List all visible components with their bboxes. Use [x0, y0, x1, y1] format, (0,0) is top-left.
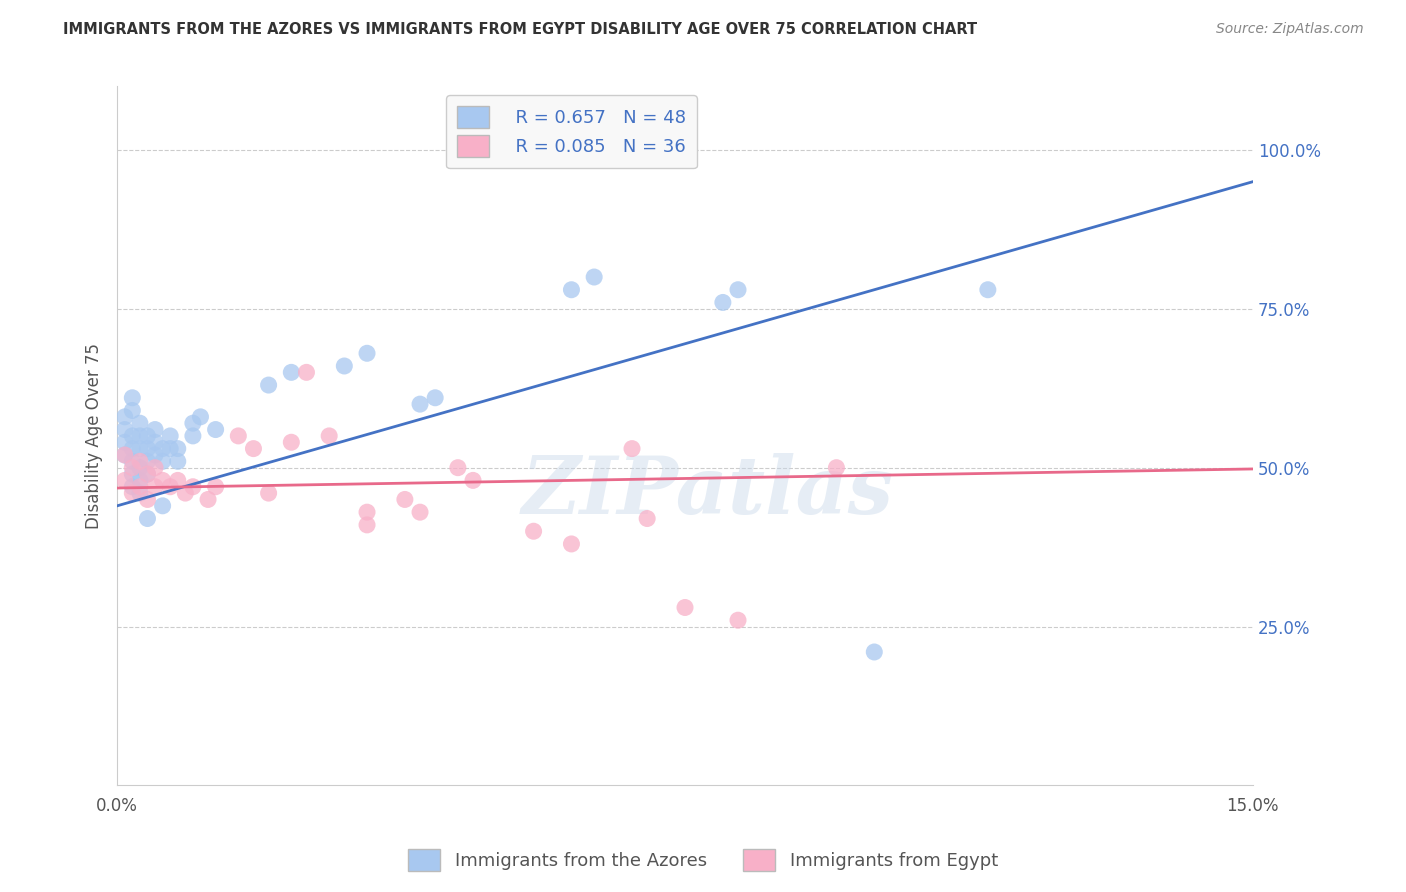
- Point: [673, 600, 696, 615]
- Point: [152, 442, 174, 456]
- Point: [143, 460, 166, 475]
- Point: [121, 480, 143, 494]
- Point: [121, 460, 143, 475]
- Point: [143, 448, 166, 462]
- Text: Source: ZipAtlas.com: Source: ZipAtlas.com: [1216, 22, 1364, 37]
- Point: [523, 524, 546, 539]
- Legend: Immigrants from the Azores, Immigrants from Egypt: Immigrants from the Azores, Immigrants f…: [401, 842, 1005, 879]
- Point: [121, 403, 143, 417]
- Point: [356, 505, 378, 519]
- Point: [461, 474, 484, 488]
- Point: [152, 474, 174, 488]
- Point: [356, 346, 378, 360]
- Point: [136, 511, 159, 525]
- Point: [166, 442, 188, 456]
- Point: [129, 460, 152, 475]
- Point: [181, 480, 204, 494]
- Point: [425, 391, 447, 405]
- Point: [166, 474, 188, 488]
- Point: [863, 645, 886, 659]
- Point: [204, 480, 226, 494]
- Point: [825, 460, 848, 475]
- Point: [295, 365, 318, 379]
- Point: [560, 283, 582, 297]
- Point: [143, 423, 166, 437]
- Point: [129, 416, 152, 430]
- Point: [166, 454, 188, 468]
- Point: [136, 492, 159, 507]
- Point: [257, 486, 280, 500]
- Point: [636, 511, 658, 525]
- Point: [280, 435, 302, 450]
- Point: [409, 505, 432, 519]
- Point: [447, 460, 470, 475]
- Point: [711, 295, 734, 310]
- Point: [121, 486, 143, 500]
- Point: [136, 454, 159, 468]
- Point: [181, 429, 204, 443]
- Point: [114, 409, 136, 424]
- Point: [121, 467, 143, 481]
- Point: [121, 442, 143, 456]
- Point: [136, 442, 159, 456]
- Point: [228, 429, 250, 443]
- Point: [129, 429, 152, 443]
- Point: [136, 429, 159, 443]
- Point: [242, 442, 264, 456]
- Point: [152, 499, 174, 513]
- Point: [121, 391, 143, 405]
- Point: [159, 442, 181, 456]
- Point: [197, 492, 219, 507]
- Point: [280, 365, 302, 379]
- Point: [121, 429, 143, 443]
- Legend:   R = 0.657   N = 48,   R = 0.085   N = 36: R = 0.657 N = 48, R = 0.085 N = 36: [446, 95, 697, 169]
- Point: [181, 416, 204, 430]
- Point: [121, 454, 143, 468]
- Point: [114, 448, 136, 462]
- Point: [560, 537, 582, 551]
- Point: [143, 435, 166, 450]
- Point: [136, 467, 159, 481]
- Point: [977, 283, 1000, 297]
- Point: [129, 442, 152, 456]
- Point: [114, 474, 136, 488]
- Point: [129, 480, 152, 494]
- Point: [114, 423, 136, 437]
- Point: [174, 486, 197, 500]
- Text: IMMIGRANTS FROM THE AZORES VS IMMIGRANTS FROM EGYPT DISABILITY AGE OVER 75 CORRE: IMMIGRANTS FROM THE AZORES VS IMMIGRANTS…: [63, 22, 977, 37]
- Point: [129, 486, 152, 500]
- Point: [152, 454, 174, 468]
- Point: [159, 429, 181, 443]
- Point: [129, 474, 152, 488]
- Point: [409, 397, 432, 411]
- Point: [136, 467, 159, 481]
- Point: [129, 454, 152, 468]
- Point: [318, 429, 340, 443]
- Point: [394, 492, 416, 507]
- Point: [356, 517, 378, 532]
- Point: [159, 480, 181, 494]
- Point: [727, 283, 749, 297]
- Point: [114, 435, 136, 450]
- Point: [204, 423, 226, 437]
- Point: [143, 480, 166, 494]
- Point: [257, 378, 280, 392]
- Point: [583, 270, 606, 285]
- Point: [727, 613, 749, 627]
- Y-axis label: Disability Age Over 75: Disability Age Over 75: [86, 343, 103, 529]
- Point: [621, 442, 644, 456]
- Text: ZIPatlas: ZIPatlas: [522, 453, 894, 531]
- Point: [114, 448, 136, 462]
- Point: [333, 359, 356, 373]
- Point: [190, 409, 212, 424]
